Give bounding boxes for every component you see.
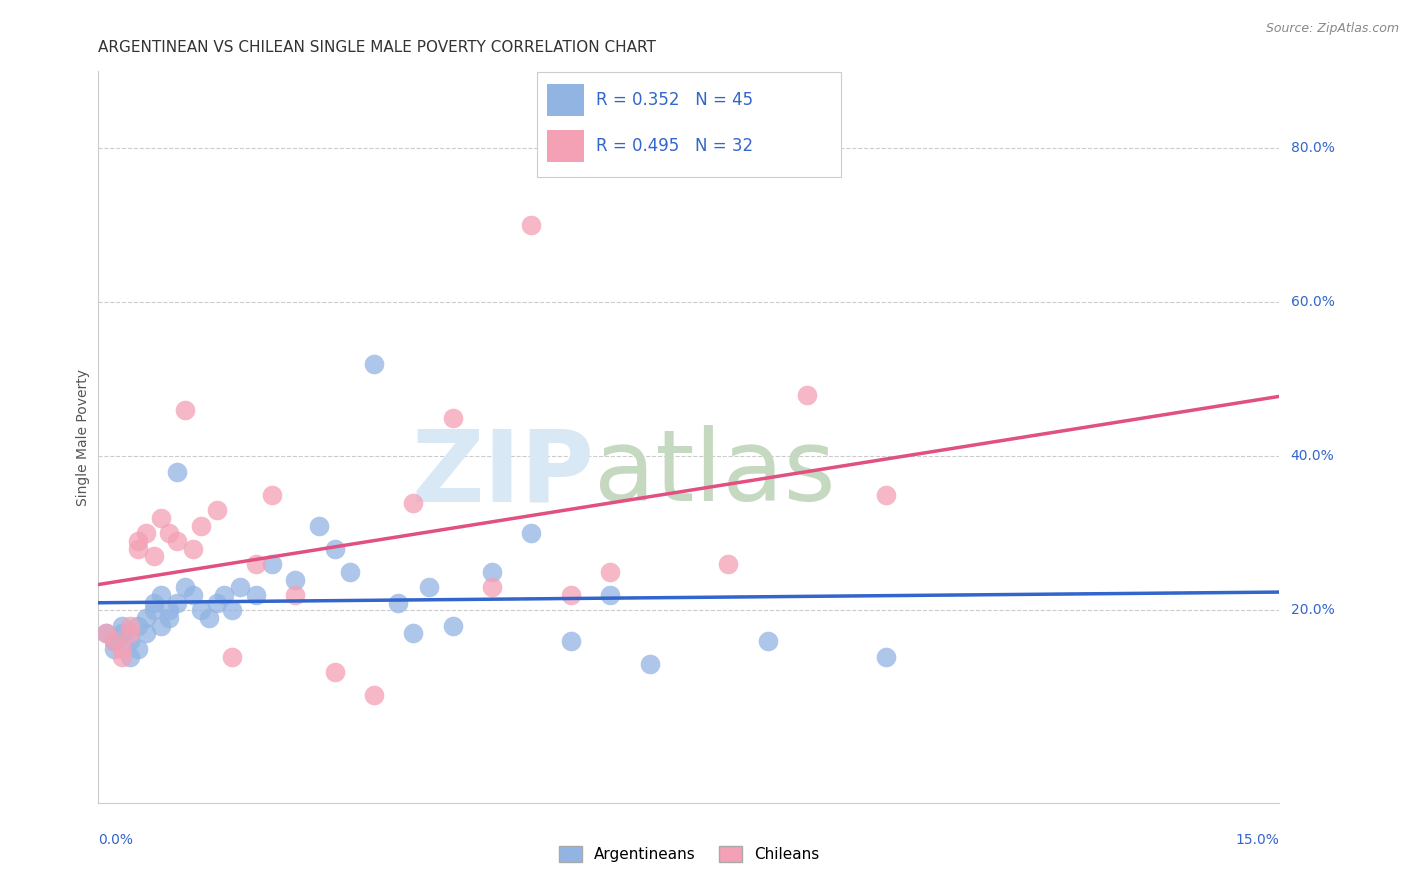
Text: 20.0%: 20.0%: [1291, 603, 1334, 617]
Point: [111, 626, 134, 640]
Text: R = 0.495   N = 32: R = 0.495 N = 32: [596, 137, 754, 155]
Point: [157, 611, 180, 625]
Point: [387, 596, 409, 610]
Point: [181, 588, 204, 602]
Point: [127, 618, 149, 632]
Point: [142, 596, 165, 610]
Text: 15.0%: 15.0%: [1236, 833, 1279, 847]
Text: ZIP: ZIP: [412, 425, 595, 522]
Point: [756, 634, 779, 648]
Point: [127, 641, 149, 656]
Point: [599, 565, 621, 579]
Point: [166, 465, 188, 479]
Point: [284, 573, 307, 587]
Point: [190, 518, 212, 533]
Point: [103, 634, 125, 648]
Point: [205, 503, 228, 517]
Point: [875, 649, 897, 664]
Point: [245, 557, 267, 571]
Point: [174, 403, 197, 417]
Point: [135, 626, 157, 640]
Text: 60.0%: 60.0%: [1291, 295, 1334, 310]
Point: [441, 618, 464, 632]
Text: 40.0%: 40.0%: [1291, 450, 1334, 463]
Point: [142, 549, 165, 564]
Point: [135, 526, 157, 541]
Point: [221, 603, 243, 617]
Point: [157, 603, 180, 617]
Point: [96, 626, 118, 640]
Point: [118, 634, 141, 648]
Point: [560, 588, 582, 602]
Point: [363, 357, 385, 371]
Point: [481, 580, 503, 594]
Point: [520, 219, 543, 233]
Bar: [547, 130, 583, 162]
Point: [150, 511, 173, 525]
Point: [308, 518, 330, 533]
FancyBboxPatch shape: [537, 72, 841, 178]
Point: [103, 641, 125, 656]
Point: [796, 388, 818, 402]
Point: [363, 688, 385, 702]
Point: [402, 626, 425, 640]
Point: [229, 580, 252, 594]
Y-axis label: Single Male Poverty: Single Male Poverty: [76, 368, 90, 506]
Point: [481, 565, 503, 579]
Point: [284, 588, 307, 602]
Point: [166, 596, 188, 610]
Point: [103, 634, 125, 648]
Point: [118, 649, 141, 664]
Point: [205, 596, 228, 610]
Point: [599, 588, 621, 602]
Point: [441, 410, 464, 425]
Point: [111, 618, 134, 632]
Point: [166, 534, 188, 549]
Point: [135, 611, 157, 625]
Point: [402, 495, 425, 509]
Bar: [547, 84, 583, 116]
Point: [323, 665, 346, 679]
Point: [245, 588, 267, 602]
Point: [181, 541, 204, 556]
Point: [260, 488, 283, 502]
Point: [150, 588, 173, 602]
Point: [717, 557, 740, 571]
Point: [638, 657, 661, 672]
Point: [127, 541, 149, 556]
Point: [214, 588, 236, 602]
Point: [96, 626, 118, 640]
Point: [339, 565, 361, 579]
Point: [111, 649, 134, 664]
Point: [221, 649, 243, 664]
Text: 80.0%: 80.0%: [1291, 141, 1334, 155]
Text: atlas: atlas: [595, 425, 837, 522]
Text: 0.0%: 0.0%: [98, 833, 134, 847]
Point: [111, 641, 134, 656]
Text: R = 0.352   N = 45: R = 0.352 N = 45: [596, 91, 754, 109]
Point: [118, 626, 141, 640]
Point: [520, 526, 543, 541]
Point: [560, 634, 582, 648]
Point: [418, 580, 440, 594]
Point: [118, 618, 141, 632]
Point: [260, 557, 283, 571]
Point: [323, 541, 346, 556]
Point: [190, 603, 212, 617]
Point: [150, 618, 173, 632]
Point: [157, 526, 180, 541]
Point: [142, 603, 165, 617]
Point: [174, 580, 197, 594]
Point: [197, 611, 219, 625]
Text: ARGENTINEAN VS CHILEAN SINGLE MALE POVERTY CORRELATION CHART: ARGENTINEAN VS CHILEAN SINGLE MALE POVER…: [98, 40, 657, 55]
Legend: Argentineans, Chileans: Argentineans, Chileans: [553, 840, 825, 868]
Point: [875, 488, 897, 502]
Text: Source: ZipAtlas.com: Source: ZipAtlas.com: [1265, 22, 1399, 36]
Point: [127, 534, 149, 549]
